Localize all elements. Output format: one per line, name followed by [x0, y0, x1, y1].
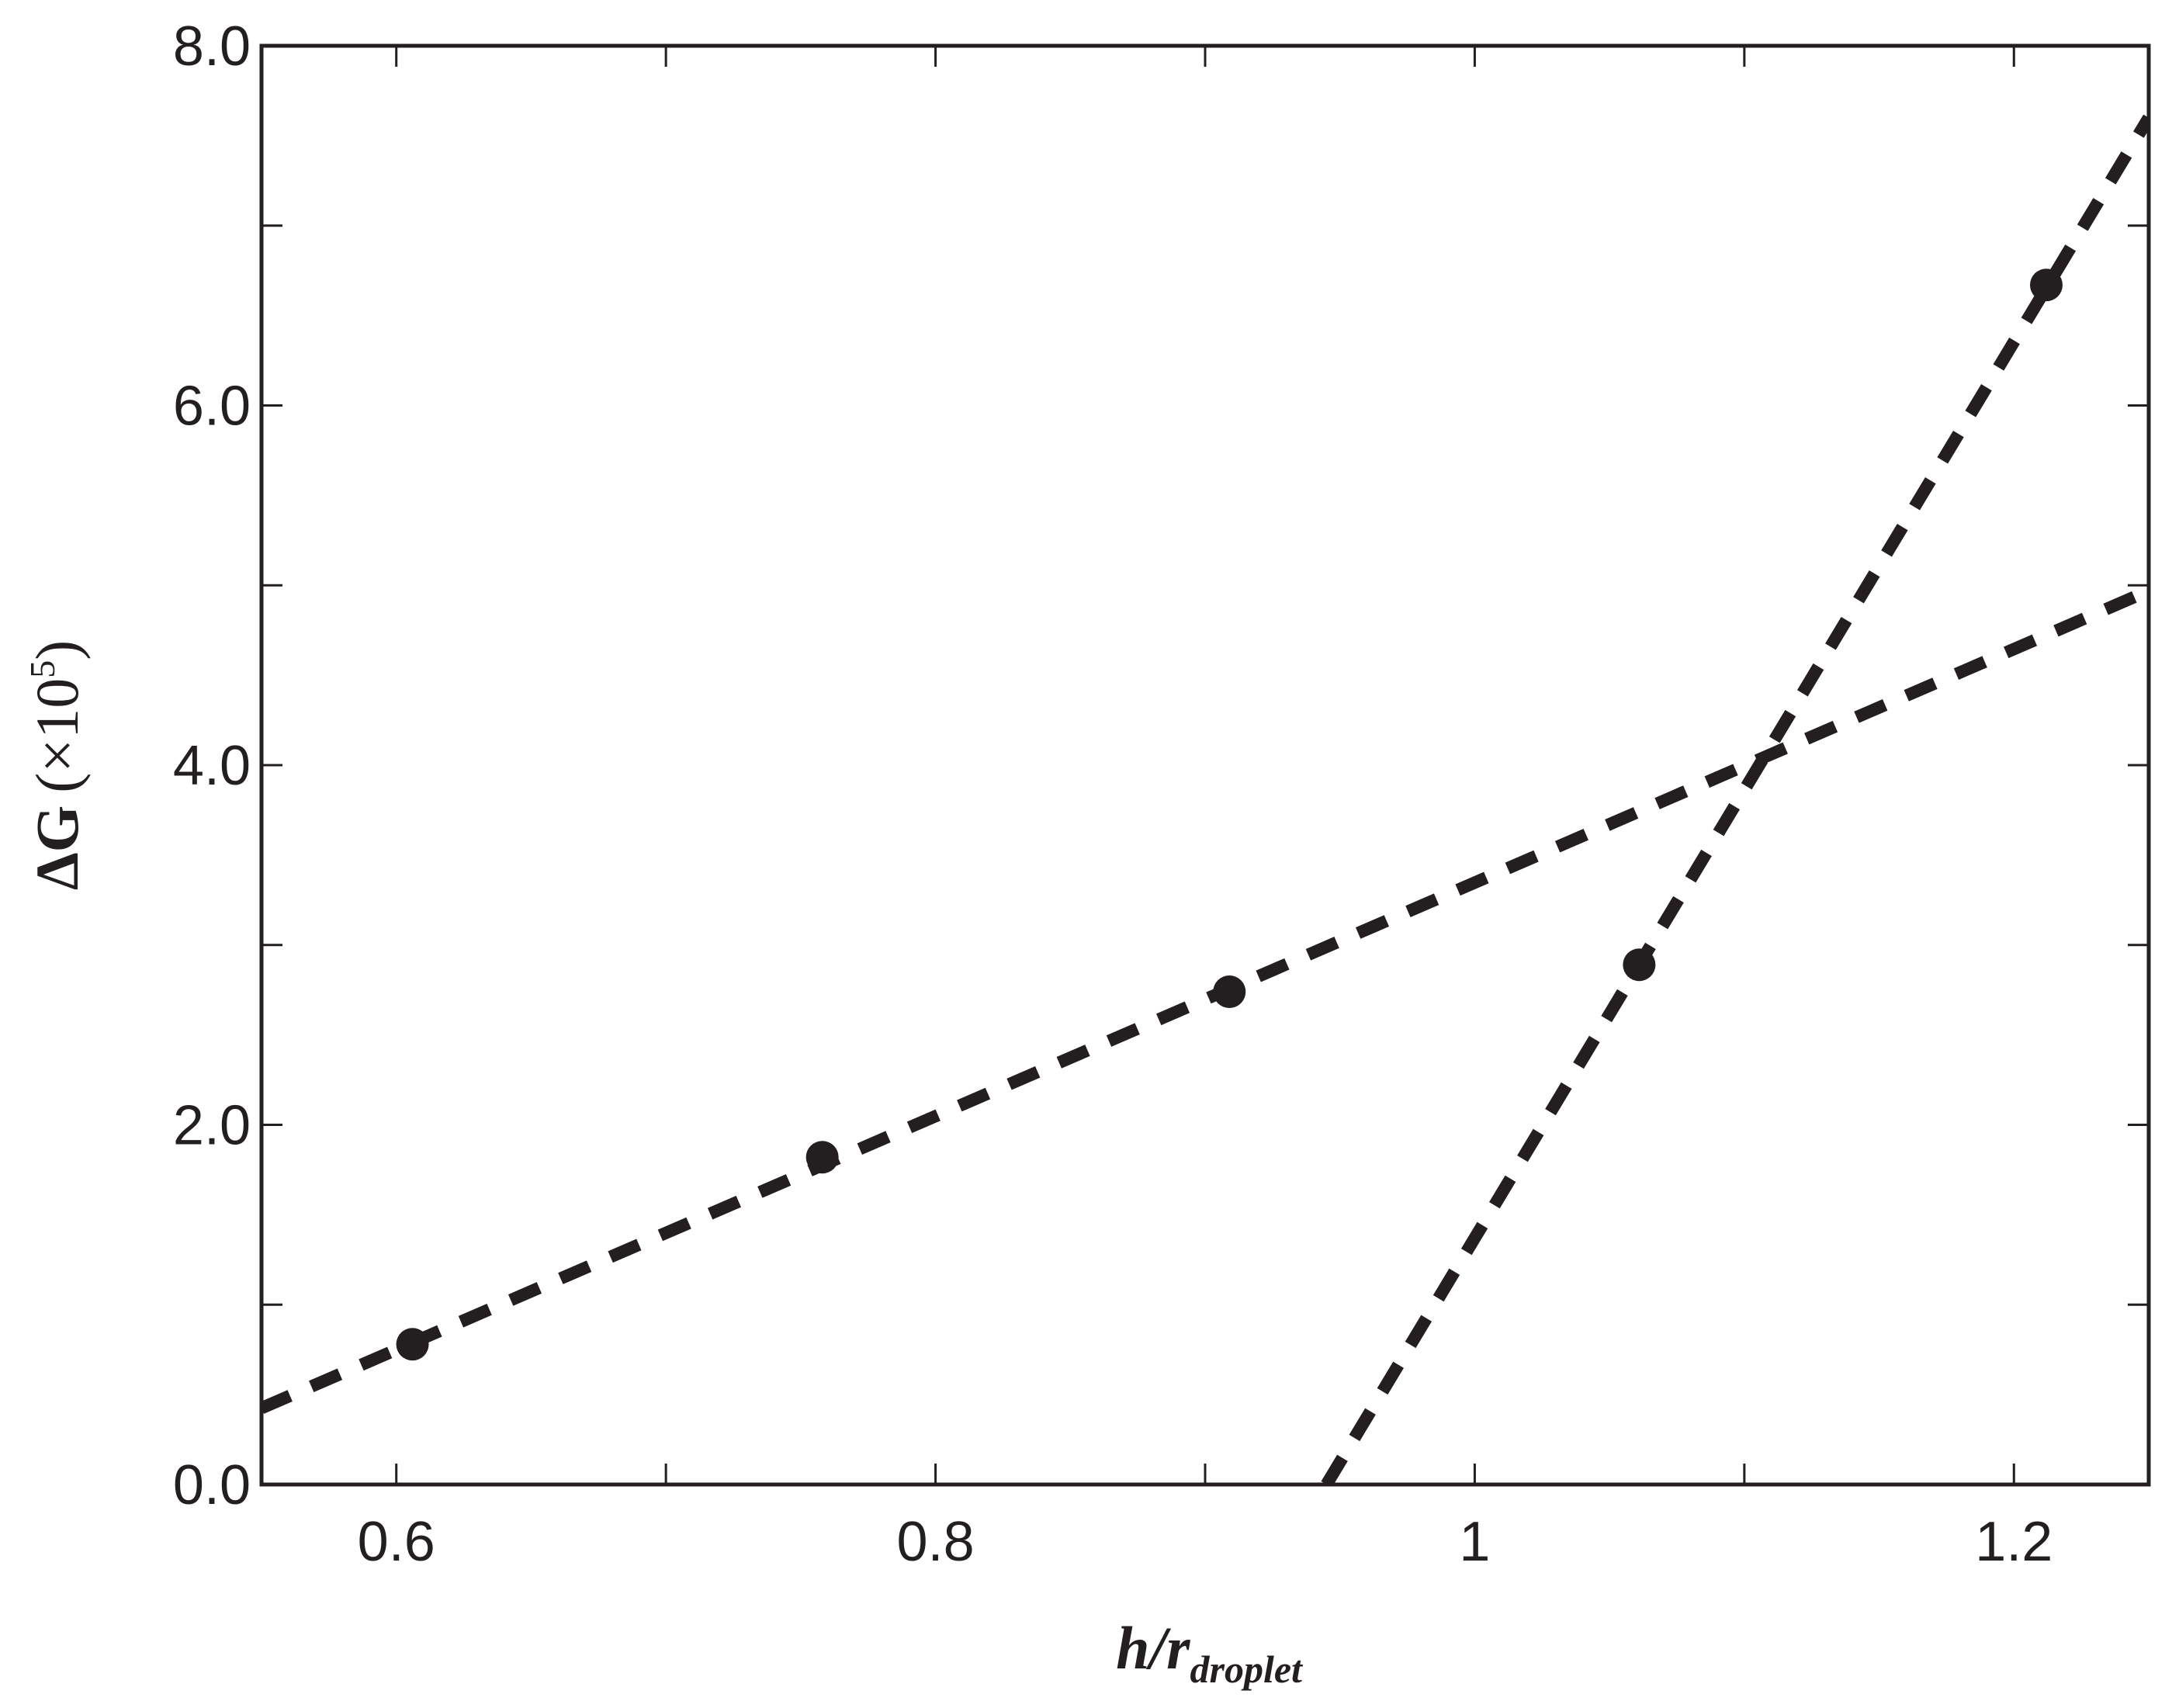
plot-frame	[259, 43, 2151, 1487]
x-tick-label: 1	[1459, 1511, 1490, 1573]
fit-line	[262, 584, 2149, 1414]
y-axis-title-exponent: 5	[23, 660, 62, 678]
y-axis-title: ΔG (×105)	[23, 640, 91, 891]
fit-line	[1321, 114, 2149, 1485]
y-axis-title-main: ΔG	[23, 805, 91, 891]
x-tick-label: 1.2	[1975, 1511, 2053, 1573]
data-point	[1213, 975, 1246, 1009]
y-tick-label: 4.0	[173, 735, 251, 797]
y-tick-label: 2.0	[173, 1095, 251, 1157]
x-tick-label: 0.8	[897, 1511, 975, 1573]
y-tick-label: 0.0	[173, 1454, 251, 1516]
data-point	[805, 1141, 839, 1174]
data-point	[2029, 268, 2063, 302]
x-axis-title-main: h/r	[1116, 1614, 1190, 1682]
y-axis-title-close: )	[23, 640, 91, 660]
y-tick-label: 6.0	[173, 376, 251, 438]
x-axis-title-sub: droplet	[1190, 1647, 1304, 1691]
x-axis-title: h/rdroplet	[1116, 1614, 1304, 1691]
y-tick-label: 8.0	[173, 16, 251, 78]
y-axis-title-unit: (×10	[23, 678, 91, 793]
x-tick-label: 0.6	[358, 1511, 435, 1573]
data-point	[396, 1328, 429, 1361]
data-point	[1623, 948, 1656, 982]
